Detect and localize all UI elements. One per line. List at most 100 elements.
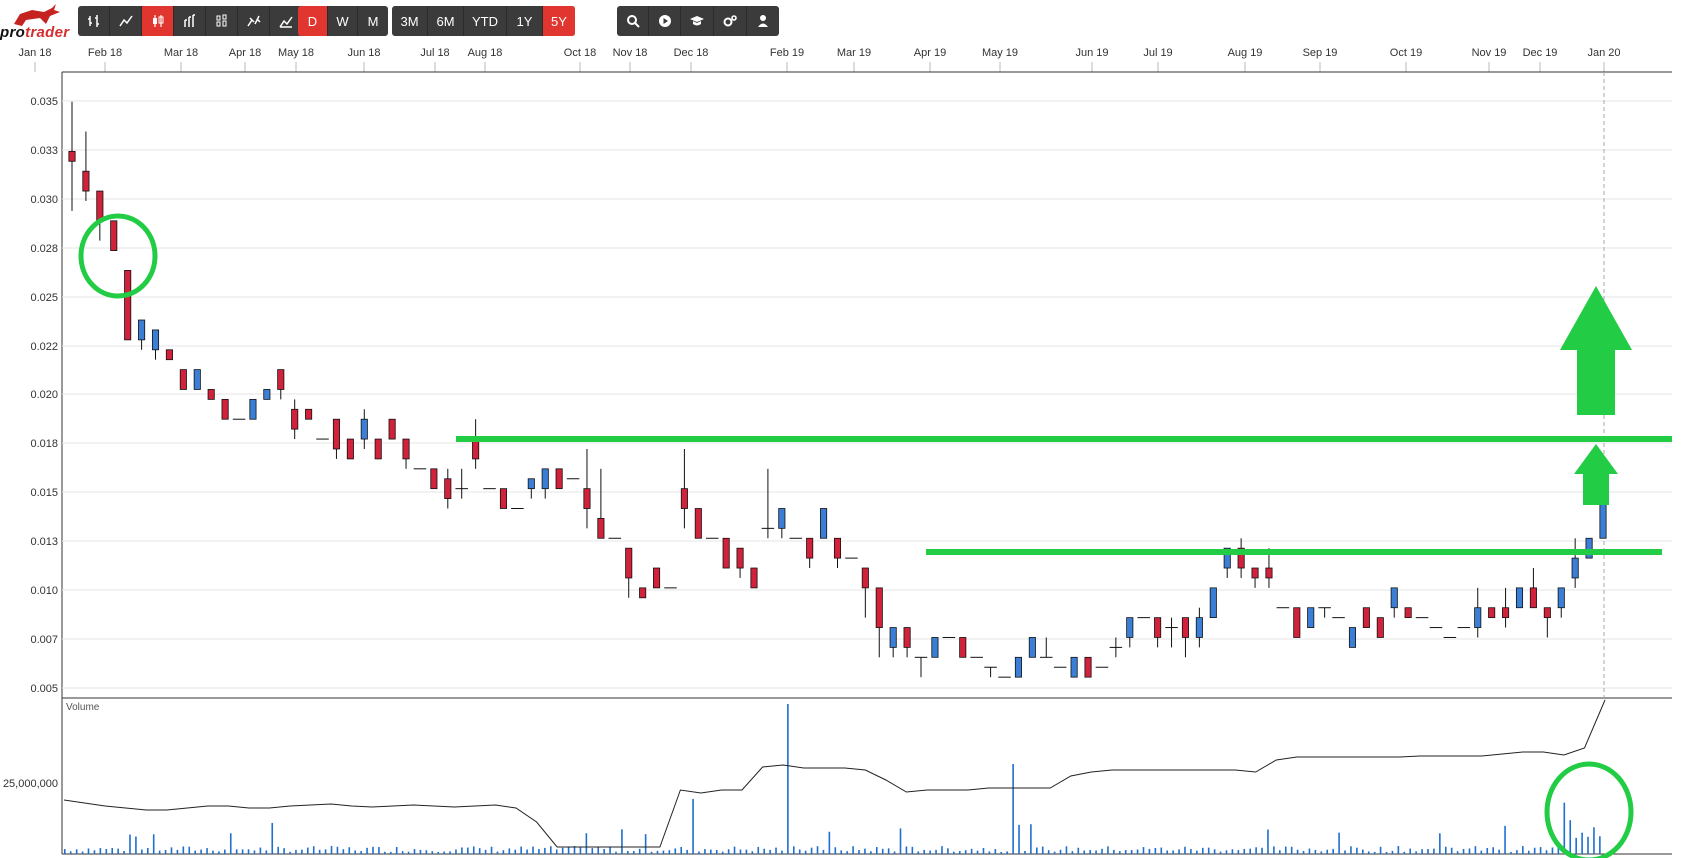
volume-bar (864, 848, 866, 854)
time-axis-label: Jan 18 (18, 47, 52, 59)
candle-body (1014, 656, 1022, 678)
volume-bar (212, 850, 214, 854)
candle-body (221, 398, 229, 420)
volume-bar (1433, 848, 1435, 854)
volume-bar (846, 851, 848, 854)
time-axis-label: Feb 18 (87, 47, 123, 59)
volume-bar (99, 848, 102, 854)
volume-bar (170, 847, 173, 854)
candle-body (472, 438, 480, 460)
volume-bar (1047, 850, 1050, 854)
volume-bar (935, 849, 937, 854)
volume-bar (265, 850, 268, 854)
price-tick-label: 0.018 (30, 438, 58, 450)
volume-bar (1510, 851, 1512, 854)
volume-bar (638, 848, 641, 854)
candle-body (1390, 587, 1398, 609)
volume-bar (218, 851, 220, 854)
volume-bar (64, 849, 66, 854)
range-ytd-button[interactable]: YTD (464, 6, 507, 36)
range-3m-button[interactable]: 3M (392, 6, 428, 36)
candlestick-icon[interactable] (142, 6, 174, 36)
candle-body (374, 438, 382, 460)
candle-body (694, 508, 702, 539)
hlc-bars-icon[interactable] (174, 6, 206, 36)
volume-bar (1148, 848, 1151, 854)
volume-bar (472, 846, 475, 854)
volume-bar (1599, 836, 1601, 854)
price-tick-label: 0.035 (30, 96, 58, 108)
volume-bar (1350, 846, 1352, 854)
volume-bar (484, 849, 487, 854)
play-icon[interactable] (649, 6, 681, 36)
volume-bar (769, 849, 771, 854)
volume-bar (1356, 847, 1358, 854)
volume-bar (1243, 849, 1246, 854)
volume-bar (1587, 836, 1589, 854)
period-weekly-button[interactable]: W (328, 6, 358, 36)
volume-bar (905, 846, 908, 854)
price-tick-label: 0.020 (30, 389, 58, 401)
volume-bar (1498, 849, 1500, 854)
period-daily-button[interactable]: D (298, 6, 328, 36)
volume-bar (538, 849, 540, 854)
education-cap-icon[interactable] (681, 6, 714, 36)
protrader-logo: protrader (0, 2, 70, 41)
candle-body (165, 349, 173, 361)
volume-bar (1456, 851, 1459, 854)
volume-bar (289, 851, 291, 854)
mountain-chart-icon[interactable] (270, 6, 302, 36)
volume-bar (1332, 848, 1334, 854)
candle-body (430, 468, 438, 490)
period-monthly-button[interactable]: M (367, 13, 379, 29)
volume-bar (514, 849, 517, 854)
range-1y-button[interactable]: 1Y (507, 6, 543, 36)
volume-bar (1296, 849, 1299, 854)
search-icon[interactable] (617, 6, 649, 36)
volume-bar (1450, 847, 1453, 854)
candle-body (1223, 547, 1231, 569)
volume-bar (550, 846, 552, 854)
volume-bar (733, 846, 736, 854)
volume-bar (858, 849, 860, 854)
candle-body (151, 329, 160, 351)
candle-body (1307, 607, 1315, 628)
volume-bar (1000, 851, 1003, 854)
volume-bar (1237, 850, 1240, 854)
candle-body (736, 547, 744, 569)
volume-bar (413, 849, 416, 854)
range-5y-button[interactable]: 5Y (543, 6, 575, 36)
volume-bar (1427, 849, 1429, 854)
volume-bar (745, 849, 748, 854)
volume-bar (158, 850, 161, 854)
volume-bar (378, 847, 380, 854)
volume-bar (1314, 849, 1317, 854)
user-icon[interactable] (747, 6, 779, 36)
range-6m-button[interactable]: 6M (428, 6, 464, 36)
volume-bar (1492, 847, 1494, 854)
volume-bar (123, 850, 125, 854)
ohlc-bars-icon[interactable] (78, 6, 110, 36)
settings-gears-icon[interactable] (714, 6, 747, 36)
volume-bar (478, 848, 481, 854)
volume-bar (1444, 846, 1447, 854)
point-figure-icon[interactable] (238, 6, 270, 36)
time-axis: Jan 18 Feb 18 Mar 18 Apr 18 May 18 Jun 18 Jul … (0, 44, 1683, 64)
volume-bar (312, 846, 315, 854)
volume-bar (674, 848, 677, 854)
candle-body (249, 398, 257, 420)
volume-bar (1486, 847, 1489, 854)
volume-bar (455, 849, 457, 854)
volume-bar (1593, 827, 1595, 854)
line-chart-icon[interactable] (110, 6, 142, 36)
volume-bar (1367, 851, 1370, 854)
heikin-ashi-icon[interactable] (206, 6, 238, 36)
volume-bar (87, 848, 90, 854)
volume-bar (443, 851, 445, 854)
volume-bar (1439, 833, 1441, 854)
volume-bar (1403, 851, 1406, 854)
volume-bar (1077, 847, 1080, 854)
volume-bar (1196, 850, 1198, 854)
volume-bar (1095, 850, 1097, 854)
